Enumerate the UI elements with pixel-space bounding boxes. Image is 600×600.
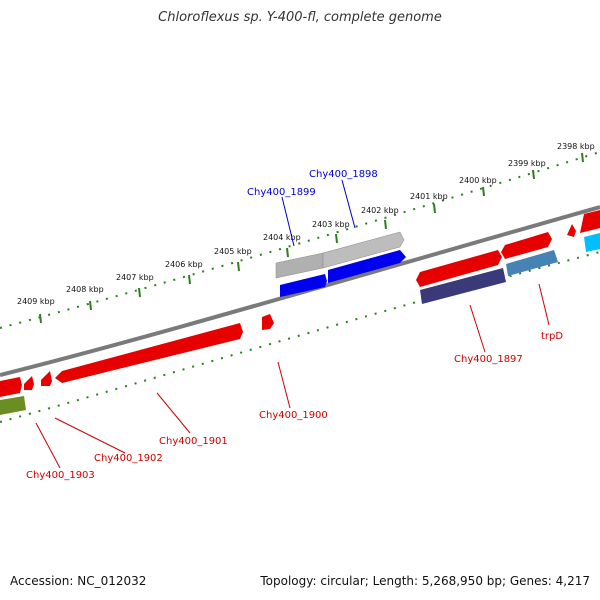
tick-label-2403: 2403 kbp	[312, 220, 350, 229]
gene-chy400-1898-blue[interactable]	[328, 250, 406, 283]
gene-label-chy400-1899: Chy400_1899	[247, 187, 316, 198]
tick-label-2402: 2402 kbp	[361, 206, 399, 215]
gene-label-chy400-1902: Chy400_1902	[94, 453, 163, 464]
gene-right-red-3[interactable]	[580, 210, 600, 233]
genome-title: Chloroflexus sp. Y-400-fl, complete geno…	[158, 10, 442, 25]
leader-chy400-1902	[54, 417, 126, 454]
gene-right-red-2[interactable]	[501, 232, 552, 259]
gene-label-chy400-1898: Chy400_1898	[309, 169, 378, 180]
gene-cyan[interactable]	[584, 233, 600, 252]
gene-chy400-1897-navy[interactable]	[420, 268, 506, 304]
gene-chy400-1899[interactable]	[275, 252, 324, 279]
tick-label-2406: 2406 kbp	[165, 260, 203, 269]
tick-label-2404: 2404 kbp	[263, 233, 301, 242]
gene-label-chy400-1897: Chy400_1897	[454, 354, 523, 365]
accession-text: Accession: NC_012032	[10, 574, 147, 588]
tick-label-2407: 2407 kbp	[116, 273, 154, 282]
tick-label-2408: 2408 kbp	[66, 285, 104, 294]
gene-trpD[interactable]	[506, 250, 558, 276]
gene-chy400-1903[interactable]	[0, 377, 22, 397]
leader-chy400-1900	[277, 361, 291, 409]
leader-chy400-1901	[156, 392, 191, 434]
gene-olive[interactable]	[0, 396, 26, 415]
gene-chy400-1900[interactable]	[262, 314, 274, 330]
gene-chy400-1898[interactable]	[322, 231, 405, 269]
tick-label-2409: 2409 kbp	[17, 297, 55, 306]
leader-chy400-1903	[35, 422, 61, 469]
leader-chy400-1897	[469, 304, 486, 353]
gene-chy400-1897[interactable]	[416, 250, 502, 287]
leader-chy400-1898	[341, 179, 356, 229]
gene-small-2[interactable]	[41, 371, 52, 386]
tick-label-2405: 2405 kbp	[214, 247, 252, 256]
gene-label-chy400-1903: Chy400_1903	[26, 470, 95, 481]
tick-label-2398: 2398 kbp	[557, 142, 595, 151]
tick-label-2401: 2401 kbp	[410, 192, 448, 201]
tick-label-2400: 2400 kbp	[459, 176, 497, 185]
gene-label-chy400-1901: Chy400_1901	[159, 436, 228, 447]
major-ticks	[39, 152, 584, 324]
gene-chy400-1901[interactable]	[55, 323, 243, 383]
gene-small-3[interactable]	[567, 224, 576, 237]
tick-label-2399: 2399 kbp	[508, 159, 546, 168]
leader-chy400-1899	[281, 196, 295, 247]
gene-chy400-1899-blue[interactable]	[280, 274, 327, 297]
lower-tick-track	[0, 251, 600, 423]
gene-label-trpD: trpD	[541, 331, 563, 342]
genome-backbone	[0, 205, 600, 377]
gene-label-chy400-1900: Chy400_1900	[259, 410, 328, 421]
gene-small-1[interactable]	[24, 376, 34, 390]
genome-stats-text: Topology: circular; Length: 5,268,950 bp…	[260, 574, 590, 588]
leader-trpD	[538, 283, 550, 326]
